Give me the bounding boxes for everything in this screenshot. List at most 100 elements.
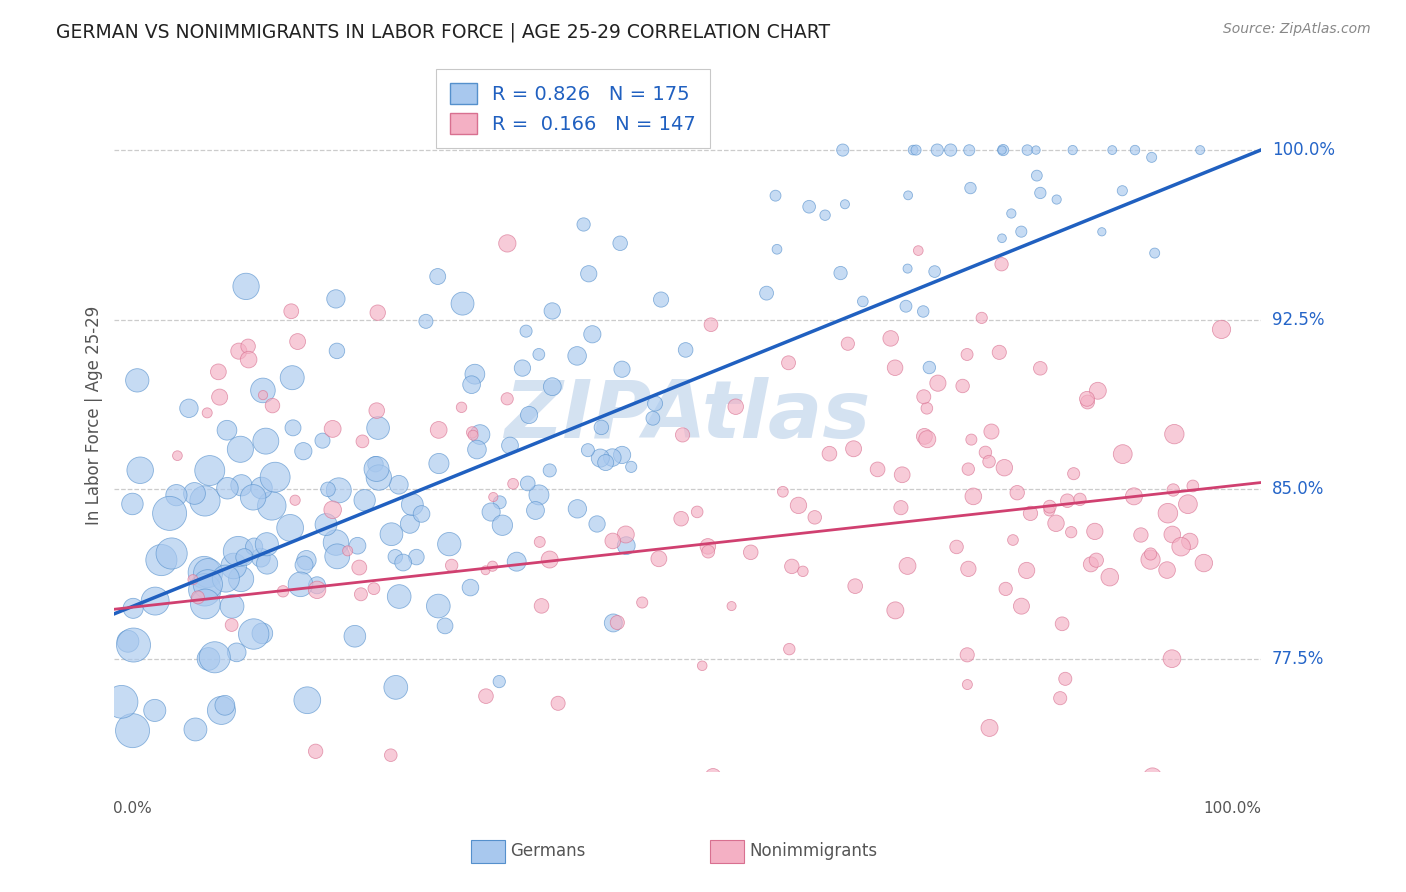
Point	[194, 582, 217, 597]
Point	[388, 590, 411, 604]
Point	[415, 314, 437, 328]
Text: 85.0%: 85.0%	[1272, 481, 1324, 499]
Point	[1091, 225, 1114, 239]
Point	[363, 582, 385, 596]
Point	[648, 551, 671, 566]
Point	[884, 603, 907, 617]
Point	[252, 384, 274, 398]
Point	[589, 451, 612, 466]
Point	[222, 559, 245, 574]
Point	[1161, 651, 1184, 665]
Point	[952, 379, 974, 393]
Point	[399, 516, 422, 531]
Point	[271, 584, 294, 599]
Point	[496, 392, 519, 406]
Point	[631, 595, 654, 609]
Point	[1046, 193, 1069, 207]
Point	[1085, 553, 1108, 567]
Point	[256, 537, 278, 551]
Point	[831, 143, 853, 157]
Point	[980, 425, 1002, 439]
Point	[834, 197, 856, 211]
Point	[818, 447, 841, 461]
Point	[1029, 361, 1052, 376]
Point	[346, 539, 368, 553]
Point	[765, 188, 787, 202]
Point	[502, 476, 524, 491]
Point	[110, 695, 132, 709]
Point	[250, 481, 273, 495]
Text: 100.0%: 100.0%	[1272, 141, 1334, 159]
Point	[1056, 493, 1078, 508]
Point	[723, 776, 745, 790]
Point	[1063, 467, 1085, 481]
Point	[122, 638, 145, 652]
Point	[496, 236, 519, 251]
Point	[292, 444, 315, 458]
Point	[1142, 770, 1164, 784]
Point	[488, 495, 510, 509]
Point	[197, 652, 219, 666]
Point	[231, 478, 253, 492]
Point	[252, 626, 274, 640]
Point	[127, 373, 149, 387]
Point	[122, 601, 145, 615]
Point	[891, 467, 914, 482]
Point	[1025, 143, 1047, 157]
Point	[884, 360, 907, 375]
Point	[1123, 489, 1146, 503]
Point	[254, 434, 277, 449]
Point	[221, 618, 243, 632]
Point	[957, 143, 980, 157]
Point	[915, 401, 938, 416]
Point	[1054, 672, 1077, 686]
Point	[209, 703, 232, 717]
Point	[297, 693, 319, 707]
Point	[960, 433, 983, 447]
Text: 92.5%: 92.5%	[1272, 310, 1324, 329]
Point	[702, 769, 724, 783]
Point	[1112, 447, 1135, 461]
Point	[1143, 246, 1166, 260]
Point	[959, 181, 981, 195]
Point	[427, 457, 450, 471]
Point	[515, 324, 537, 338]
Point	[460, 581, 482, 595]
Y-axis label: In Labor Force | Age 25-29: In Labor Force | Age 25-29	[86, 306, 103, 525]
Point	[912, 390, 935, 404]
Point	[602, 533, 624, 548]
Point	[1029, 186, 1052, 200]
Point	[475, 689, 498, 703]
Point	[614, 539, 637, 553]
Point	[336, 544, 359, 558]
Point	[991, 143, 1014, 157]
Point	[217, 481, 239, 495]
Point	[1005, 485, 1028, 500]
Point	[675, 343, 697, 357]
Point	[530, 599, 553, 613]
Point	[1178, 534, 1201, 549]
Point	[945, 540, 967, 554]
Point	[924, 264, 946, 278]
Text: GERMAN VS NONIMMIGRANTS IN LABOR FORCE | AGE 25-29 CORRELATION CHART: GERMAN VS NONIMMIGRANTS IN LABOR FORCE |…	[56, 22, 831, 42]
Point	[250, 550, 273, 565]
Point	[803, 510, 825, 524]
Point	[778, 642, 800, 657]
Point	[1050, 616, 1073, 631]
Point	[1084, 524, 1107, 539]
Point	[567, 501, 589, 516]
Point	[194, 597, 217, 611]
Point	[956, 677, 979, 691]
Point	[388, 477, 411, 491]
Point	[343, 629, 366, 643]
Point	[238, 352, 260, 367]
Point	[1077, 395, 1099, 409]
Point	[610, 448, 633, 462]
Point	[957, 562, 980, 576]
Point	[780, 559, 803, 574]
Point	[328, 483, 350, 498]
Point	[326, 549, 349, 564]
Point	[669, 512, 692, 526]
Point	[1177, 497, 1199, 511]
Point	[226, 776, 249, 790]
